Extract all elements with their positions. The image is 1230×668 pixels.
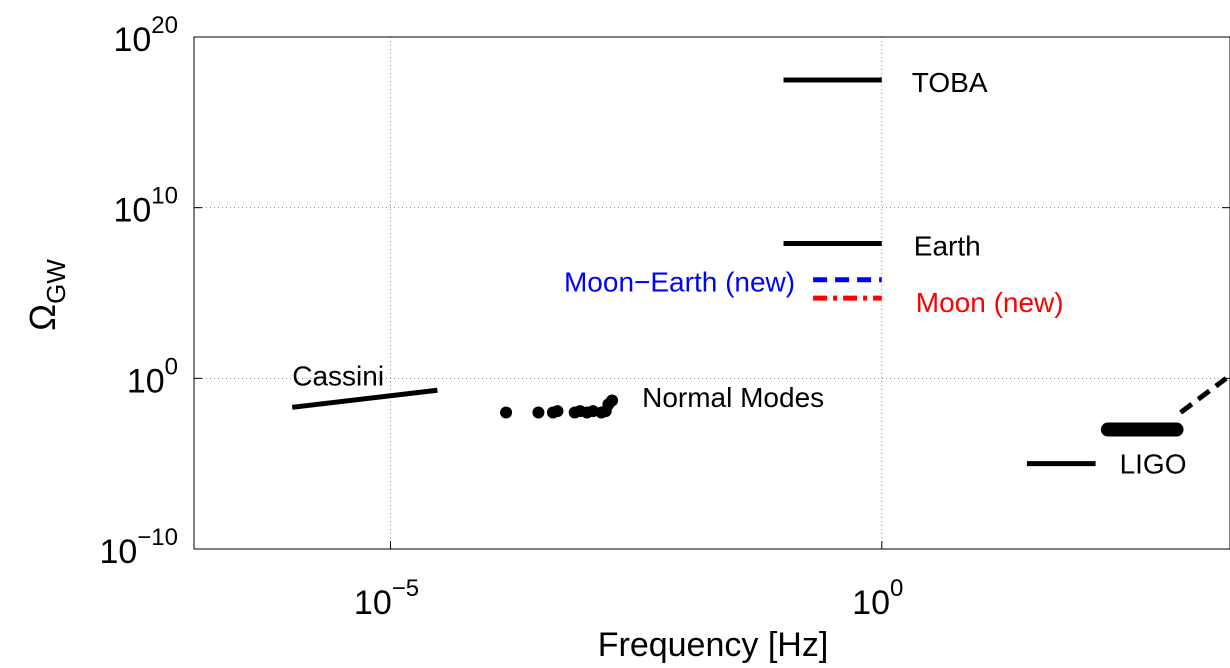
series-label-ligo: LIGO bbox=[1120, 449, 1187, 480]
series-label-cassini: Cassini bbox=[292, 360, 384, 391]
series-layer bbox=[291, 77, 1228, 467]
x-tick-label: 100 bbox=[852, 575, 903, 622]
x-axis-label: Frequency [Hz] bbox=[598, 626, 829, 664]
y-axis-label: ΩGW bbox=[22, 259, 71, 331]
series-line-unlabeled-7 bbox=[1179, 376, 1228, 415]
plot-frame bbox=[193, 36, 1230, 550]
normal-mode-point bbox=[606, 394, 619, 407]
normal-mode-point bbox=[500, 406, 513, 419]
series-label-earth: Earth bbox=[914, 230, 981, 261]
normal-mode-point bbox=[532, 406, 545, 419]
series-label-moon-new-: Moon (new) bbox=[916, 287, 1064, 318]
series-label-moon-earth-new-: Moon−Earth (new) bbox=[564, 267, 795, 298]
y-axis-label-subscript: GW bbox=[41, 259, 71, 304]
x-tick-label: 10−5 bbox=[354, 575, 419, 622]
y-tick-label: 1020 bbox=[113, 12, 178, 59]
y-tick-label: 100 bbox=[127, 353, 178, 400]
axis-ticks: 10−5 100 10−10 100 1010 1020 bbox=[99, 12, 1230, 622]
y-tick-label: 1010 bbox=[113, 183, 178, 230]
normal-modes-points bbox=[500, 394, 619, 419]
series-line-cassini bbox=[291, 387, 438, 410]
grid bbox=[194, 37, 1230, 549]
series-label-toba: TOBA bbox=[912, 67, 988, 98]
y-tick-label: 10−10 bbox=[99, 524, 178, 571]
normal-modes-label: Normal Modes bbox=[642, 382, 824, 413]
annotation-layer: TOBA Earth Moon−Earth (new) Moon (new) Cassi… bbox=[292, 67, 1186, 480]
y-axis-label-symbol: Ω bbox=[22, 304, 63, 331]
normal-mode-point bbox=[551, 405, 564, 418]
